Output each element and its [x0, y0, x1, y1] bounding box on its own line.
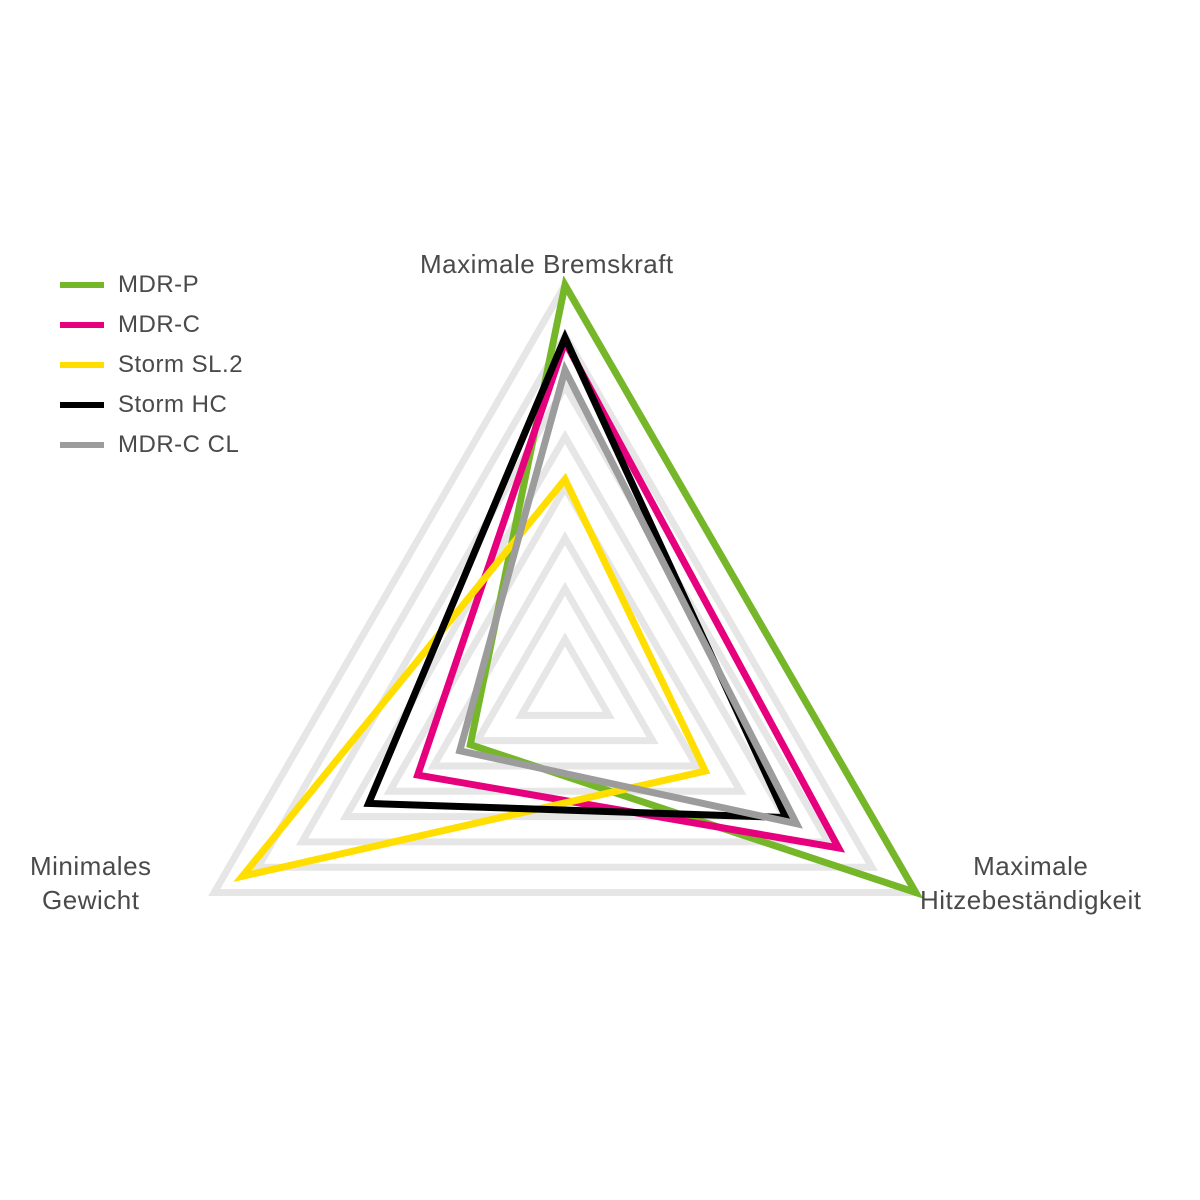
legend: MDR-P MDR-C Storm SL.2 Storm HC MDR-C CL	[60, 265, 243, 465]
legend-item-mdr-c: MDR-C	[60, 305, 243, 345]
legend-swatch	[60, 442, 104, 448]
legend-swatch	[60, 322, 104, 328]
legend-item-storm-hc: Storm HC	[60, 385, 243, 425]
legend-item-storm-sl.2: Storm SL.2	[60, 345, 243, 385]
legend-swatch	[60, 362, 104, 368]
legend-label: Storm HC	[118, 391, 227, 419]
axis-label-hitze: MaximaleHitzebeständigkeit	[920, 850, 1141, 918]
legend-label: Storm SL.2	[118, 351, 243, 379]
radar-svg	[0, 0, 1200, 1200]
axis-label-gewicht: MinimalesGewicht	[30, 850, 152, 918]
radar-chart: MDR-P MDR-C Storm SL.2 Storm HC MDR-C CL Max…	[0, 0, 1200, 1200]
legend-label: MDR-C	[118, 311, 200, 339]
legend-swatch	[60, 282, 104, 288]
axis-label-bremskraft: Maximale Bremskraft	[420, 248, 674, 282]
legend-item-mdr-p: MDR-P	[60, 265, 243, 305]
legend-item-mdr-c-cl: MDR-C CL	[60, 425, 243, 465]
legend-label: MDR-P	[118, 271, 199, 299]
legend-swatch	[60, 402, 104, 408]
legend-label: MDR-C CL	[118, 431, 239, 459]
